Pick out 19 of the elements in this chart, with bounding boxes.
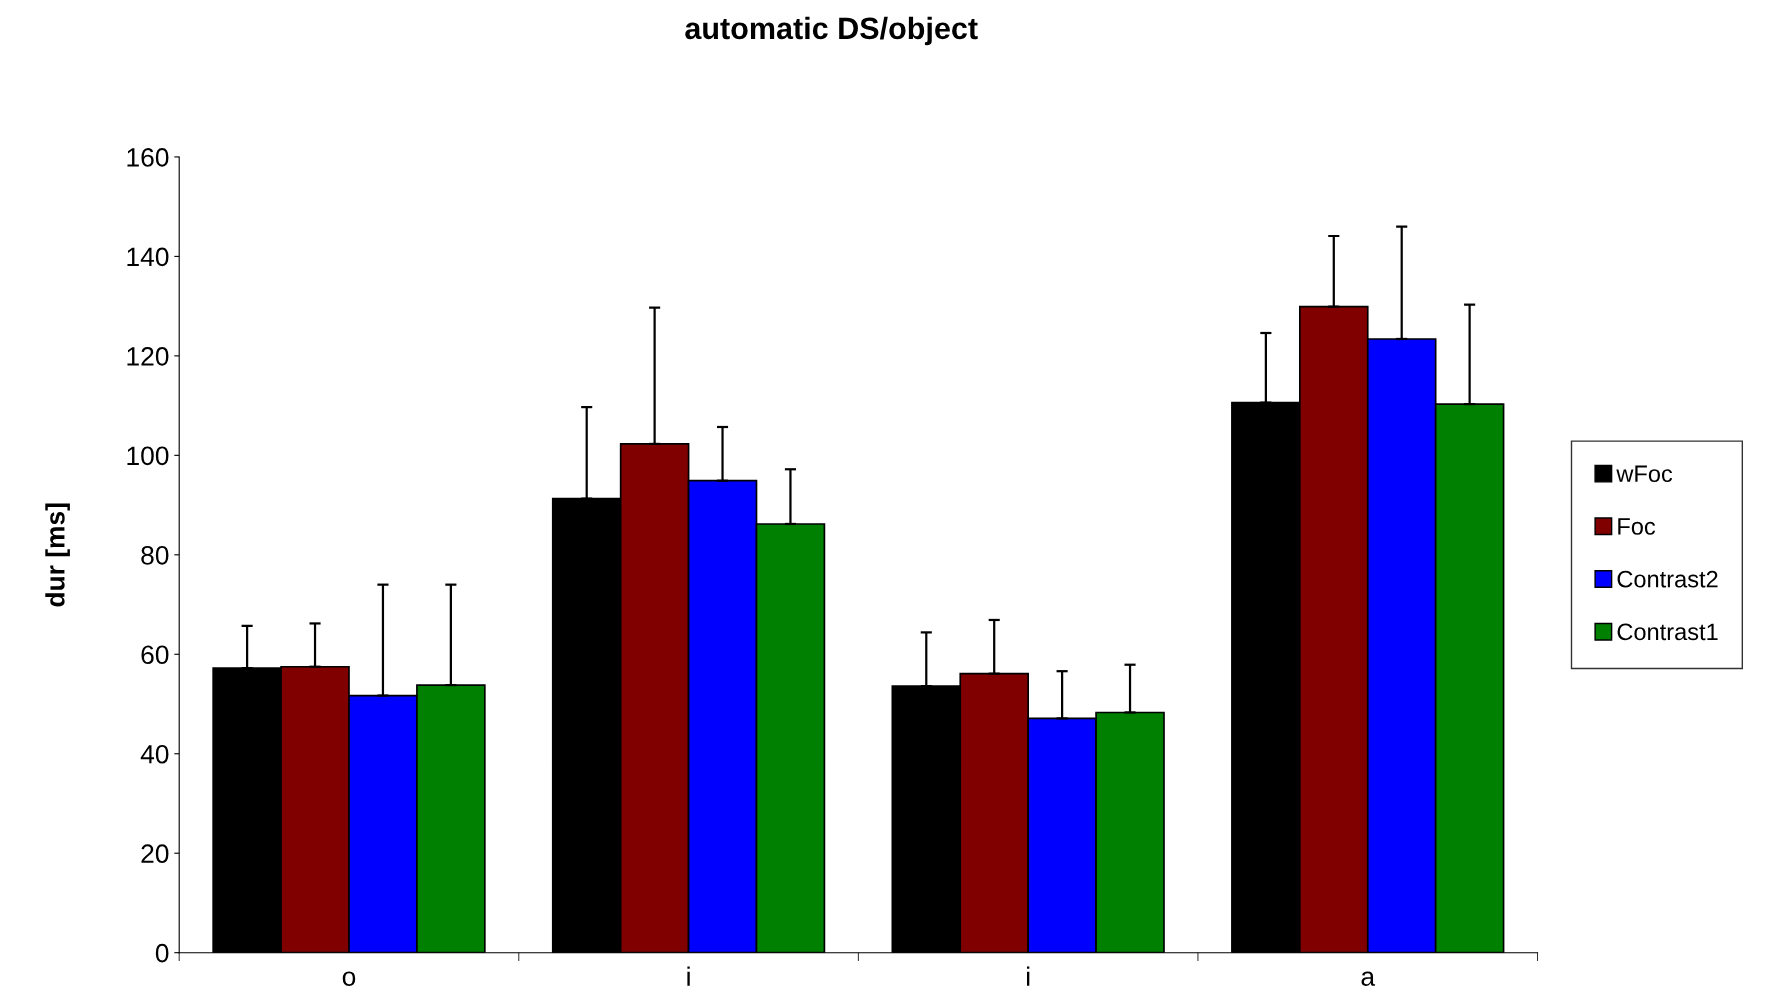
y-tick-label: 120 [127, 347, 169, 366]
y-tick-label: 20 [141, 844, 169, 864]
y-tick-label: 140 [127, 247, 169, 267]
y-axis-title: dur [ms] [45, 503, 70, 607]
chart-title: automatic DS/object [685, 16, 978, 46]
x-tick-label: i [1026, 966, 1030, 986]
y-tick-label: 40 [140, 744, 169, 764]
legend-label: Contrast1 [1617, 623, 1718, 641]
y-tick-label: 100 [127, 446, 169, 466]
legend-label: Foc [1618, 518, 1656, 535]
y-tick-label: 0 [155, 943, 169, 963]
legend-label: wFoc [1616, 465, 1673, 483]
x-tick-label: a [1361, 971, 1376, 986]
y-tick-label: 60 [141, 645, 169, 665]
x-tick-label: i [687, 966, 690, 986]
y-tick-label: 160 [127, 148, 169, 167]
legend-label: Contrast2 [1617, 570, 1718, 588]
y-tick-label: 80 [141, 545, 169, 565]
x-tick-label: o [342, 971, 356, 986]
